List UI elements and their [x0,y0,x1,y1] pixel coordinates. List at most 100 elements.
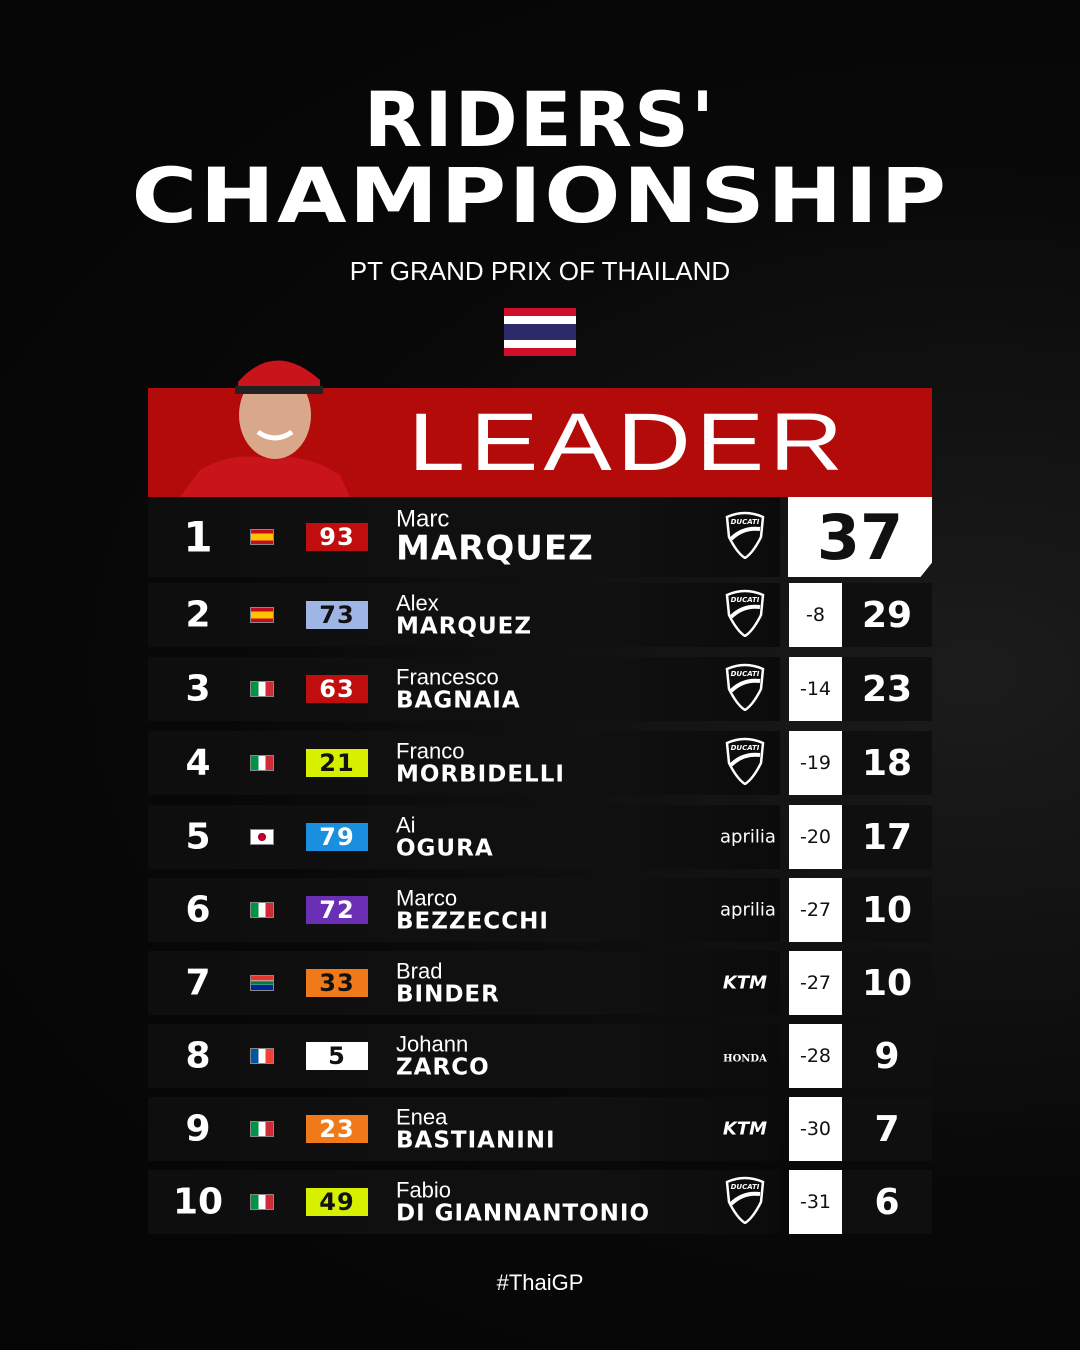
honda-logo-icon: HONDA [723,1053,767,1065]
points: 17 [842,805,932,869]
last-name: MORBIDELLI [396,761,565,788]
rider-name: Franco MORBIDELLI [396,739,565,786]
last-name: DI GIANNANTONIO [396,1200,651,1227]
first-name: Enea [396,1104,448,1130]
rider-number: 73 [306,601,368,629]
standings-row: 3 63 Francesco BAGNAIA DUCATI -14 23 [148,657,932,721]
aprilia-logo-icon: aprilia [720,826,776,848]
italy-flag-icon [250,681,274,697]
italy-flag-icon [250,1121,274,1137]
last-name: MARQUEZ [396,613,533,640]
ducati-logo-icon: DUCATI [720,1176,770,1228]
gap-to-leader: -27 [789,951,842,1015]
rider-name: Brad BINDER [396,959,500,1006]
position: 2 [185,594,211,636]
title-line2: CHAMPIONSHIP [131,151,949,240]
rider-name: Alex MARQUEZ [396,591,532,638]
rider-number: 79 [306,823,368,851]
rider-number: 72 [306,896,368,924]
rider-number: 5 [306,1042,368,1070]
thailand-flag-icon [504,308,576,356]
rider-name: Johann ZARCO [396,1032,490,1079]
rider-name: Enea BASTIANINI [396,1105,556,1152]
last-name: BEZZECCHI [396,908,549,935]
standings-row: 1 93 Marc MARQUEZ DUCATI 37 [148,497,932,577]
first-name: Marco [396,885,458,911]
first-name: Brad [396,958,443,984]
italy-flag-icon [250,902,274,918]
spain-flag-icon [250,607,274,623]
points: 6 [842,1170,932,1234]
ducati-logo-icon: DUCATI [720,511,770,563]
aprilia-logo-icon: aprilia [720,899,776,921]
rider-number: 23 [306,1115,368,1143]
standings-row: 8 5 Johann ZARCO HONDA -28 9 [148,1024,932,1088]
leader-rider-photo [180,360,350,497]
france-flag-icon [250,1048,274,1064]
rider-name: Marco BEZZECCHI [396,886,549,933]
standings-row: 9 23 Enea BASTIANINI KTM -30 7 [148,1097,932,1161]
position: 4 [185,742,211,784]
leader-label: LEADER [408,397,849,488]
title-line1: RIDERS' [363,75,717,164]
japan-flag-icon [250,829,274,845]
last-name: MARQUEZ [396,528,594,569]
first-name: Francesco [396,664,499,690]
points: 10 [842,878,932,942]
last-name: BINDER [396,981,500,1008]
ktm-logo-icon: KTM [722,1118,768,1140]
spain-flag-icon [250,529,274,545]
rider-name: Ai OGURA [396,813,494,860]
gap-to-leader: -31 [789,1170,842,1234]
svg-text:DUCATI: DUCATI [731,518,760,526]
first-name: Ai [396,812,416,838]
standings-row: 6 72 Marco BEZZECCHI aprilia -27 10 [148,878,932,942]
standings-row: 2 73 Alex MARQUEZ DUCATI -8 29 [148,583,932,647]
standings-row: 5 79 Ai OGURA aprilia -20 17 [148,805,932,869]
points: 37 [788,497,932,577]
last-name: OGURA [396,835,494,862]
rider-name: Marc MARQUEZ [396,505,594,569]
points: 9 [842,1024,932,1088]
hashtag: #ThaiGP [496,1270,584,1295]
first-name: Johann [396,1031,469,1057]
points: 18 [842,731,932,795]
ktm-logo-icon: KTM [722,972,768,994]
position: 6 [185,889,211,931]
gap-to-leader: -27 [789,878,842,942]
south-africa-flag-icon [250,975,274,991]
svg-text:DUCATI: DUCATI [731,670,760,678]
event-subtitle: PT GRAND PRIX OF THAILAND [349,256,731,286]
svg-text:DUCATI: DUCATI [731,744,760,752]
points: 23 [842,657,932,721]
svg-text:DUCATI: DUCATI [731,1183,760,1191]
first-name: Marc [396,505,450,533]
italy-flag-icon [250,755,274,771]
position: 7 [185,962,211,1004]
position: 8 [185,1035,211,1077]
standings-row: 7 33 Brad BINDER KTM -27 10 [148,951,932,1015]
italy-flag-icon [250,1194,274,1210]
position: 3 [185,668,211,710]
points: 7 [842,1097,932,1161]
rider-number: 93 [306,523,368,551]
rider-number: 49 [306,1188,368,1216]
position: 1 [183,512,213,562]
ducati-logo-icon: DUCATI [720,737,770,789]
position: 5 [185,816,211,858]
last-name: ZARCO [396,1054,490,1081]
first-name: Alex [396,590,439,616]
first-name: Fabio [396,1177,452,1203]
rider-number: 21 [306,749,368,777]
gap-to-leader: -8 [789,583,842,647]
standings-row: 4 21 Franco MORBIDELLI DUCATI -19 18 [148,731,932,795]
last-name: BASTIANINI [396,1127,556,1154]
gap-to-leader: -30 [789,1097,842,1161]
position: 9 [185,1108,211,1150]
rider-number: 63 [306,675,368,703]
rider-name: Fabio DI GIANNANTONIO [396,1178,650,1225]
gap-to-leader: -19 [789,731,842,795]
rider-name: Francesco BAGNAIA [396,665,521,712]
last-name: BAGNAIA [396,687,521,714]
svg-text:DUCATI: DUCATI [731,596,760,604]
